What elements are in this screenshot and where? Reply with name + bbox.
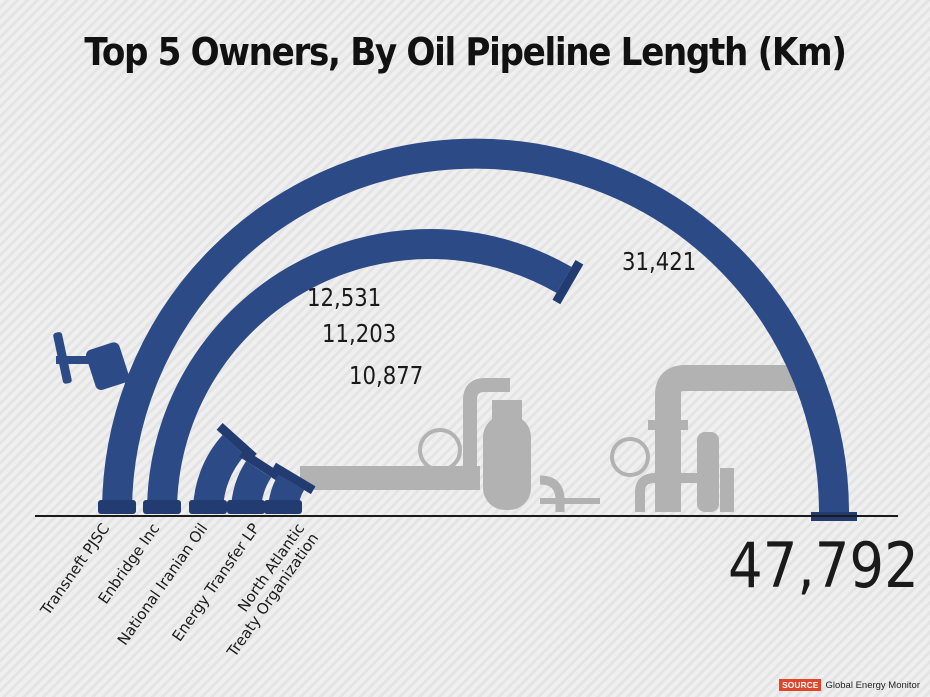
machinery-flange: [648, 420, 688, 430]
pipe-end-flange: [552, 260, 584, 305]
category-label-line: Transneft PJSC: [36, 520, 113, 619]
value-labels: 47,792 31,421 12,531 11,203 10,877: [307, 247, 919, 601]
value-label: 10,877: [349, 361, 423, 390]
source-name: Global Energy Monitor: [825, 679, 920, 691]
value-label: 12,531: [307, 283, 381, 312]
valve-body: [85, 342, 130, 390]
chart-title: Top 5 Owners, By Oil Pipeline Length (Km…: [84, 30, 847, 74]
pipe-end-flange: [239, 449, 283, 482]
machinery-rail: [540, 498, 600, 504]
pipe-base-flange: [98, 500, 136, 514]
machinery-pipe: [539, 475, 565, 512]
pipe-bars: [53, 138, 857, 521]
machinery-pipe: [463, 378, 510, 490]
category-label: National Iranian Oil: [114, 520, 212, 649]
valve-wheel: [610, 437, 650, 477]
category-label: North AtlanticTreaty Organization: [209, 520, 322, 661]
category-label: Transneft PJSC: [36, 520, 113, 619]
value-label: 47,792: [728, 530, 919, 602]
machinery-column: [697, 432, 719, 512]
pipe-base-flange: [189, 500, 227, 514]
valve-stem: [56, 356, 94, 364]
category-label-line: National Iranian Oil: [114, 520, 212, 649]
machinery-pipe: [300, 466, 480, 490]
pipe-base-flange: [227, 500, 265, 514]
machinery-pipe: [635, 473, 700, 512]
machinery-gauge: [720, 468, 734, 512]
background-machinery: [300, 365, 805, 512]
pipe-end-flange: [271, 462, 316, 495]
value-label: 11,203: [322, 319, 396, 348]
pipe-base-flange: [143, 500, 181, 514]
machinery-pipe: [655, 365, 805, 512]
valve-wheel: [418, 428, 462, 472]
valve-handle: [53, 332, 72, 384]
source-credit: SOURCE Global Energy Monitor: [779, 679, 920, 691]
machinery-tank: [483, 415, 531, 510]
machinery-tank-neck: [492, 400, 522, 420]
pipe-bar: [102, 138, 849, 513]
value-label: 31,421: [622, 247, 696, 276]
source-tag: SOURCE: [779, 679, 822, 691]
pipe-base-flange: [264, 500, 302, 514]
pipe-bar: [147, 229, 572, 513]
